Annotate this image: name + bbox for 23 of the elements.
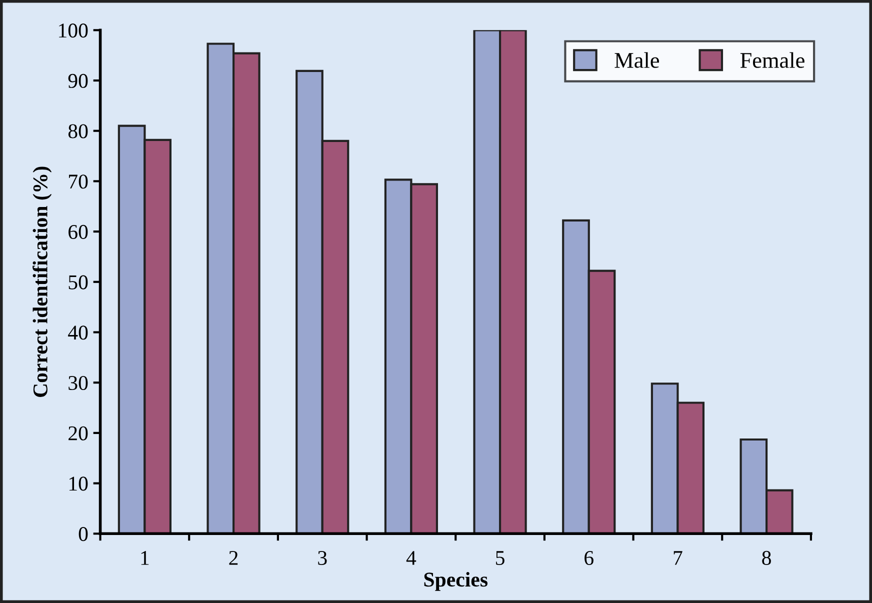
- x-tick-label: 6: [584, 550, 594, 565]
- x-tick-label: 8: [762, 550, 771, 565]
- y-tick-label: 10: [69, 476, 88, 491]
- x-tick-label: 3: [318, 550, 327, 565]
- y-tick-label: 90: [68, 74, 88, 88]
- y-axis-title: Correct identification (%): [32, 166, 52, 397]
- x-tick-label: 1: [141, 551, 149, 565]
- y-tick-label: 30: [68, 376, 88, 390]
- x-axis-title: Species: [424, 572, 488, 591]
- legend-label: Male: [614, 52, 659, 68]
- y-tick-label: 20: [68, 426, 88, 440]
- x-tick-label: 4: [406, 551, 416, 565]
- y-tick-label: 0: [78, 527, 88, 542]
- y-tick-label: 50: [68, 275, 88, 290]
- y-tick-label: 40: [68, 326, 88, 340]
- y-tick-label: 100: [59, 24, 88, 38]
- y-tick-label: 80: [68, 124, 88, 138]
- y-tick-label: 70: [69, 174, 88, 189]
- legend-label: Female: [740, 52, 804, 68]
- x-tick-label: 2: [229, 550, 238, 565]
- x-tick-label: 7: [674, 551, 682, 565]
- x-tick-label: 5: [496, 551, 504, 565]
- y-tick-label: 60: [68, 224, 88, 239]
